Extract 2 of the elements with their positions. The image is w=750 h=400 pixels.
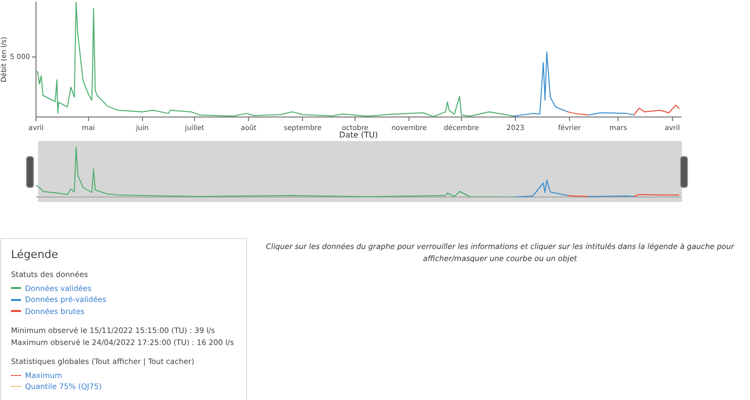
legend-title: Légende: [11, 248, 60, 262]
x-axis-title: Date (TU): [339, 130, 378, 140]
